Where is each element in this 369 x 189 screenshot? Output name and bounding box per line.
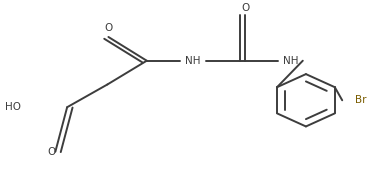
Text: HO: HO (5, 102, 21, 112)
Text: O: O (104, 23, 113, 33)
Text: NH: NH (185, 56, 201, 66)
Text: NH: NH (283, 56, 299, 66)
Text: O: O (48, 147, 56, 157)
Text: Br: Br (355, 95, 366, 105)
Text: O: O (241, 3, 249, 13)
